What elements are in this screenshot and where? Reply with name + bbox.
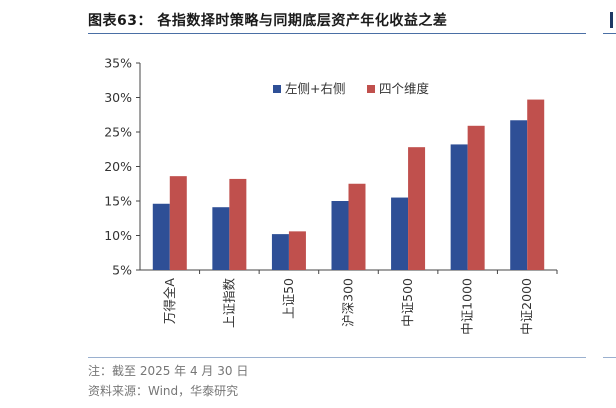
figure-title: 图表63： 各指数择时策略与同期底层资产年化收益之差 xyxy=(88,13,448,29)
chart-bars xyxy=(152,99,545,271)
x-category-labels: 万得全A 上证指数 上证50 沪深300 中证500 中证1000 中证2000 xyxy=(162,278,534,335)
bar xyxy=(152,203,170,270)
neighbor-rule-bottom xyxy=(603,357,616,358)
bar xyxy=(288,231,306,270)
bar xyxy=(271,234,289,270)
bar xyxy=(229,178,247,270)
chart-legend: 左侧+右侧 四个维度 xyxy=(273,81,430,96)
bar xyxy=(450,144,468,270)
y-tick-label: 25% xyxy=(104,125,132,140)
y-tick-label: 10% xyxy=(104,228,132,243)
legend-label: 左侧+右侧 xyxy=(285,81,345,96)
y-tick-label: 5% xyxy=(112,263,132,278)
bar xyxy=(527,99,545,270)
neighbor-rule-top xyxy=(603,33,616,34)
y-tick-label: 30% xyxy=(104,90,132,105)
legend-swatch xyxy=(367,85,375,93)
bar xyxy=(408,147,426,270)
y-tick-label: 35% xyxy=(104,56,132,71)
footnote-source: 资料来源：Wind，华泰研究 xyxy=(88,384,239,398)
legend-swatch xyxy=(273,85,281,93)
title-bar: 图表63： 各指数择时策略与同期底层资产年化收益之差 xyxy=(88,6,586,34)
bar xyxy=(169,176,187,270)
x-category-label: 中证1000 xyxy=(460,278,475,335)
x-category-label: 中证2000 xyxy=(519,278,534,335)
x-category-label: 万得全A xyxy=(162,278,177,325)
x-category-label: 中证500 xyxy=(400,278,415,327)
footnote-date: 注：截至 2025 年 4 月 30 日 xyxy=(88,364,249,378)
bar xyxy=(391,197,409,270)
y-tick-label: 20% xyxy=(104,159,132,174)
bar xyxy=(348,183,366,270)
footer-rule xyxy=(88,357,586,358)
bar xyxy=(212,207,230,270)
legend-label: 四个维度 xyxy=(379,81,430,96)
x-category-label: 上证50 xyxy=(281,278,296,319)
bar xyxy=(467,125,485,270)
neighbor-title-mark xyxy=(610,12,613,28)
y-tick-labels: 5% 10% 15% 20% 25% 30% 35% xyxy=(104,56,132,278)
bar xyxy=(331,201,349,270)
title-rule xyxy=(88,33,586,34)
bar xyxy=(510,120,528,271)
y-tick-label: 15% xyxy=(104,194,132,209)
x-category-label: 上证指数 xyxy=(221,278,236,329)
x-category-label: 沪深300 xyxy=(341,278,356,327)
